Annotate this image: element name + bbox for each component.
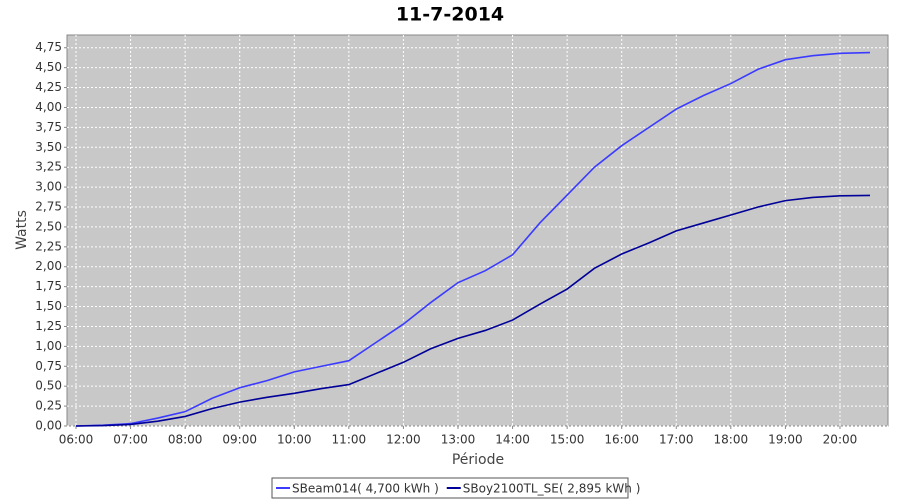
- chart-title: 11-7-2014: [396, 4, 504, 26]
- y-tick-label: 0,50: [35, 379, 62, 393]
- y-tick-label: 2,75: [35, 200, 62, 214]
- plot-area: [66, 34, 889, 427]
- x-tick-label: 17:00: [659, 433, 694, 447]
- y-tick-label: 1,00: [35, 339, 62, 353]
- x-axis-title: Période: [452, 452, 504, 468]
- x-tick-label: 09:00: [222, 433, 257, 447]
- y-tick-label: 3,75: [35, 120, 62, 134]
- y-tick-label: 2,25: [35, 239, 62, 253]
- x-tick-label: 19:00: [768, 433, 803, 447]
- x-tick-label: 08:00: [168, 433, 203, 447]
- y-tick-label: 3,50: [35, 140, 62, 154]
- y-tick-label: 4,50: [35, 60, 62, 74]
- y-tick-label: 3,00: [35, 180, 62, 194]
- x-tick-label: 06:00: [59, 433, 94, 447]
- series-line: [75, 194, 871, 427]
- series-line: [75, 51, 871, 427]
- x-tick-label: 20:00: [823, 433, 858, 447]
- y-tick-label: 4,00: [35, 100, 62, 114]
- x-tick-label: 07:00: [113, 433, 148, 447]
- x-tick-label: 16:00: [604, 433, 639, 447]
- y-tick-label: 1,75: [35, 279, 62, 293]
- y-tick-label: 0,00: [35, 419, 62, 433]
- y-tick-label: 2,50: [35, 219, 62, 233]
- y-tick-label: 0,75: [35, 359, 62, 373]
- x-tick-label: 11:00: [332, 433, 367, 447]
- x-tick-label: 10:00: [277, 433, 312, 447]
- y-tick-label: 4,25: [35, 80, 62, 94]
- legend-label: SBeam014( 4,700 kWh ): [292, 482, 439, 496]
- y-tick-label: 4,75: [35, 40, 62, 54]
- x-tick-label: 13:00: [441, 433, 476, 447]
- y-tick-label: 3,25: [35, 160, 62, 174]
- y-tick-label: 0,25: [35, 399, 62, 413]
- x-tick-label: 14:00: [495, 433, 530, 447]
- y-tick-label: 2,00: [35, 259, 62, 273]
- y-tick-label: 1,50: [35, 299, 62, 313]
- legend-label: SBoy2100TL_SE( 2,895 kWh ): [463, 482, 641, 496]
- x-tick-label: 15:00: [550, 433, 585, 447]
- y-tick-label: 1,25: [35, 319, 62, 333]
- x-tick-label: 12:00: [386, 433, 421, 447]
- y-axis-title: Watts: [14, 210, 30, 250]
- x-tick-label: 18:00: [714, 433, 749, 447]
